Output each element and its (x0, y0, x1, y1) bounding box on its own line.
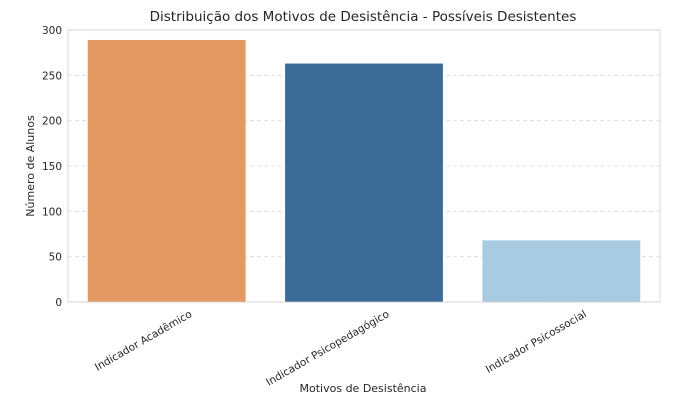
x-axis-ticks: Indicador Acadêmico Indicador Psicopedagó… (93, 308, 589, 388)
x-tick-label: Indicador Psicopedagógico (264, 308, 391, 388)
y-tick-label: 200 (42, 116, 62, 128)
x-axis-label: Motivos de Desistência (300, 382, 427, 395)
y-tick-label: 150 (42, 161, 62, 173)
y-tick-label: 250 (42, 70, 62, 82)
chart-title: Distribuição dos Motivos de Desistência … (150, 9, 577, 25)
x-tick-label: Indicador Psicossocial (484, 308, 589, 376)
bar-indicador-psicossocial (482, 240, 641, 302)
y-tick-label: 50 (49, 252, 62, 264)
plot-frame (67, 29, 661, 303)
y-axis-label: Número de Alunos (24, 115, 37, 217)
y-axis-ticks: 0 50 100 150 200 250 300 (42, 25, 62, 309)
y-tick-label: 100 (42, 206, 62, 218)
bars (87, 39, 641, 303)
bar-indicador-acad-mico (87, 39, 246, 303)
y-tick-label: 0 (55, 297, 62, 309)
x-tick-label: Indicador Acadêmico (93, 308, 194, 373)
bar-indicador-psicopedag-gico (285, 63, 443, 303)
y-tick-label: 300 (42, 25, 62, 37)
